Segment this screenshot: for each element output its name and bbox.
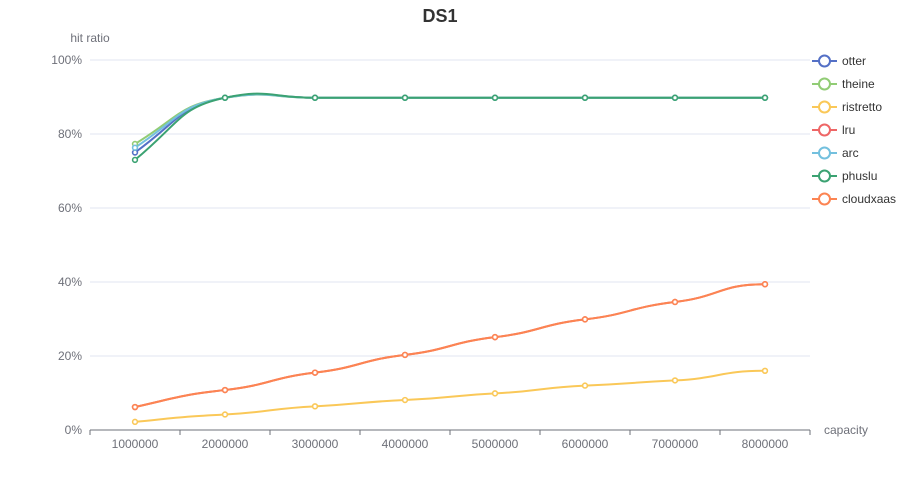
data-point-ristretto <box>401 396 409 404</box>
data-point-ristretto <box>491 390 499 397</box>
legend: otter theine ristretto lru arc phuslu cloudxaa… <box>812 54 896 206</box>
y-tick-label: 100% <box>51 53 82 67</box>
legend-item-arc[interactable]: arc <box>812 146 859 160</box>
legend-label: theine <box>842 77 875 91</box>
legend-item-theine[interactable]: theine <box>812 77 875 91</box>
legend-label: arc <box>842 146 859 160</box>
data-point-phuslu <box>671 94 679 101</box>
x-tick-label: 7000000 <box>652 437 699 451</box>
legend-marker-icon <box>818 169 831 183</box>
legend-marker-icon <box>818 77 831 91</box>
x-axis-label: capacity <box>824 423 868 437</box>
data-point-ristretto <box>311 403 319 410</box>
legend-marker-icon <box>818 100 831 114</box>
x-tick-label: 6000000 <box>562 437 609 451</box>
legend-item-otter[interactable]: otter <box>812 54 866 68</box>
legend-label: otter <box>842 54 866 68</box>
data-point-phuslu <box>491 94 499 101</box>
legend-label: ristretto <box>842 100 882 114</box>
legend-label: cloudxaas <box>842 192 896 206</box>
data-point-cloudxaas <box>581 316 589 323</box>
x-tick-label: 1000000 <box>112 437 159 451</box>
data-point-phuslu <box>221 94 229 101</box>
data-point-cloudxaas <box>671 298 679 306</box>
x-axis: 1000000 2000000 3000000 4000000 5000000 60000… <box>89 429 811 451</box>
legend-item-lru[interactable]: lru <box>812 123 855 137</box>
y-tick-label: 40% <box>58 275 82 289</box>
x-tick-label: 5000000 <box>472 437 519 451</box>
series-line-arc <box>134 93 765 149</box>
x-tick-label: 4000000 <box>382 437 429 451</box>
data-point-phuslu <box>401 94 409 101</box>
data-point-cloudxaas <box>761 281 769 288</box>
legend-item-cloudxaas[interactable]: cloudxaas <box>812 192 896 206</box>
data-point-ristretto <box>761 367 769 374</box>
legend-marker-icon <box>818 54 831 68</box>
x-tick-label: 8000000 <box>742 437 789 451</box>
y-axis-ticks: 0% 20% 40% 60% 80% 100% <box>51 53 82 437</box>
data-point-cloudxaas <box>221 386 229 394</box>
series-line-theine <box>134 93 765 145</box>
data-point-cloudxaas <box>401 351 409 359</box>
x-tick-label: 3000000 <box>292 437 339 451</box>
legend-marker-icon <box>818 192 831 206</box>
data-point-ristretto <box>131 418 139 426</box>
series-line-phuslu <box>134 92 765 161</box>
data-point-cloudxaas <box>311 369 319 376</box>
series-line-otter <box>134 93 765 154</box>
data-point-ristretto <box>581 382 589 389</box>
data-point-phuslu <box>311 94 319 101</box>
grid-lines <box>90 59 810 357</box>
data-point-ristretto <box>221 411 229 418</box>
series-line-ristretto <box>134 369 766 423</box>
x-tick-label: 2000000 <box>202 437 249 451</box>
data-point-phuslu <box>581 94 589 101</box>
data-point-phuslu <box>131 156 139 164</box>
series-points <box>131 94 769 426</box>
legend-label: lru <box>842 123 855 137</box>
y-tick-label: 60% <box>58 201 82 215</box>
y-tick-label: 20% <box>58 349 82 363</box>
data-point-phuslu <box>761 94 769 101</box>
legend-item-ristretto[interactable]: ristretto <box>812 100 882 114</box>
legend-label: phuslu <box>842 169 877 183</box>
data-point-cloudxaas <box>491 333 499 341</box>
legend-marker-icon <box>818 146 831 160</box>
data-point-ristretto <box>671 377 679 384</box>
data-point-cloudxaas <box>131 403 139 411</box>
series-lines <box>134 92 766 423</box>
legend-marker-icon <box>818 123 831 137</box>
data-point-arc <box>131 144 139 151</box>
legend-item-phuslu[interactable]: phuslu <box>812 169 877 183</box>
series-line-cloudxaas <box>134 283 766 409</box>
y-tick-label: 0% <box>65 423 83 437</box>
chart-title: DS1 <box>422 6 457 26</box>
y-tick-label: 80% <box>58 127 82 141</box>
y-axis-label: hit ratio <box>70 31 110 45</box>
